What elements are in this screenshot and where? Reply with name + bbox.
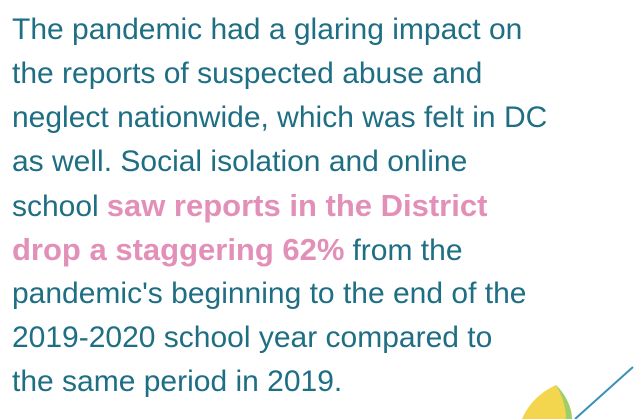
text-line: 2019-2020 school year compared to [12, 316, 555, 360]
page: The pandemic had a glaring impact on the … [0, 0, 643, 419]
text-line: neglect nationwide, which was felt in DC [12, 96, 555, 140]
text-line: pandemic's beginning to the end of the [12, 272, 555, 316]
highlighted-text: saw reports in the District [107, 188, 488, 223]
text-line: as well. Social isolation and online [12, 140, 555, 184]
text: 2019-2020 school year compared to [12, 321, 492, 354]
text-line: the reports of suspected abuse and [12, 52, 555, 96]
text: the reports of suspected abuse and [12, 57, 482, 90]
text: neglect nationwide, which was felt in DC [12, 101, 547, 134]
highlighted-text: drop a staggering 62% [12, 232, 344, 267]
accent-line [575, 367, 633, 419]
text: the same period in 2019. [12, 365, 342, 398]
text-line: the same period in 2019. [12, 360, 555, 404]
text: school [12, 190, 99, 223]
text: from the [352, 234, 462, 267]
text-line: The pandemic had a glaring impact on [12, 8, 555, 52]
paragraph: The pandemic had a glaring impact on the … [12, 8, 555, 404]
text: as well. Social isolation and online [12, 145, 467, 178]
text-line: drop a staggering 62%from the [12, 228, 555, 272]
text: pandemic's beginning to the end of the [12, 277, 526, 310]
text: The pandemic had a glaring impact on [12, 13, 522, 46]
